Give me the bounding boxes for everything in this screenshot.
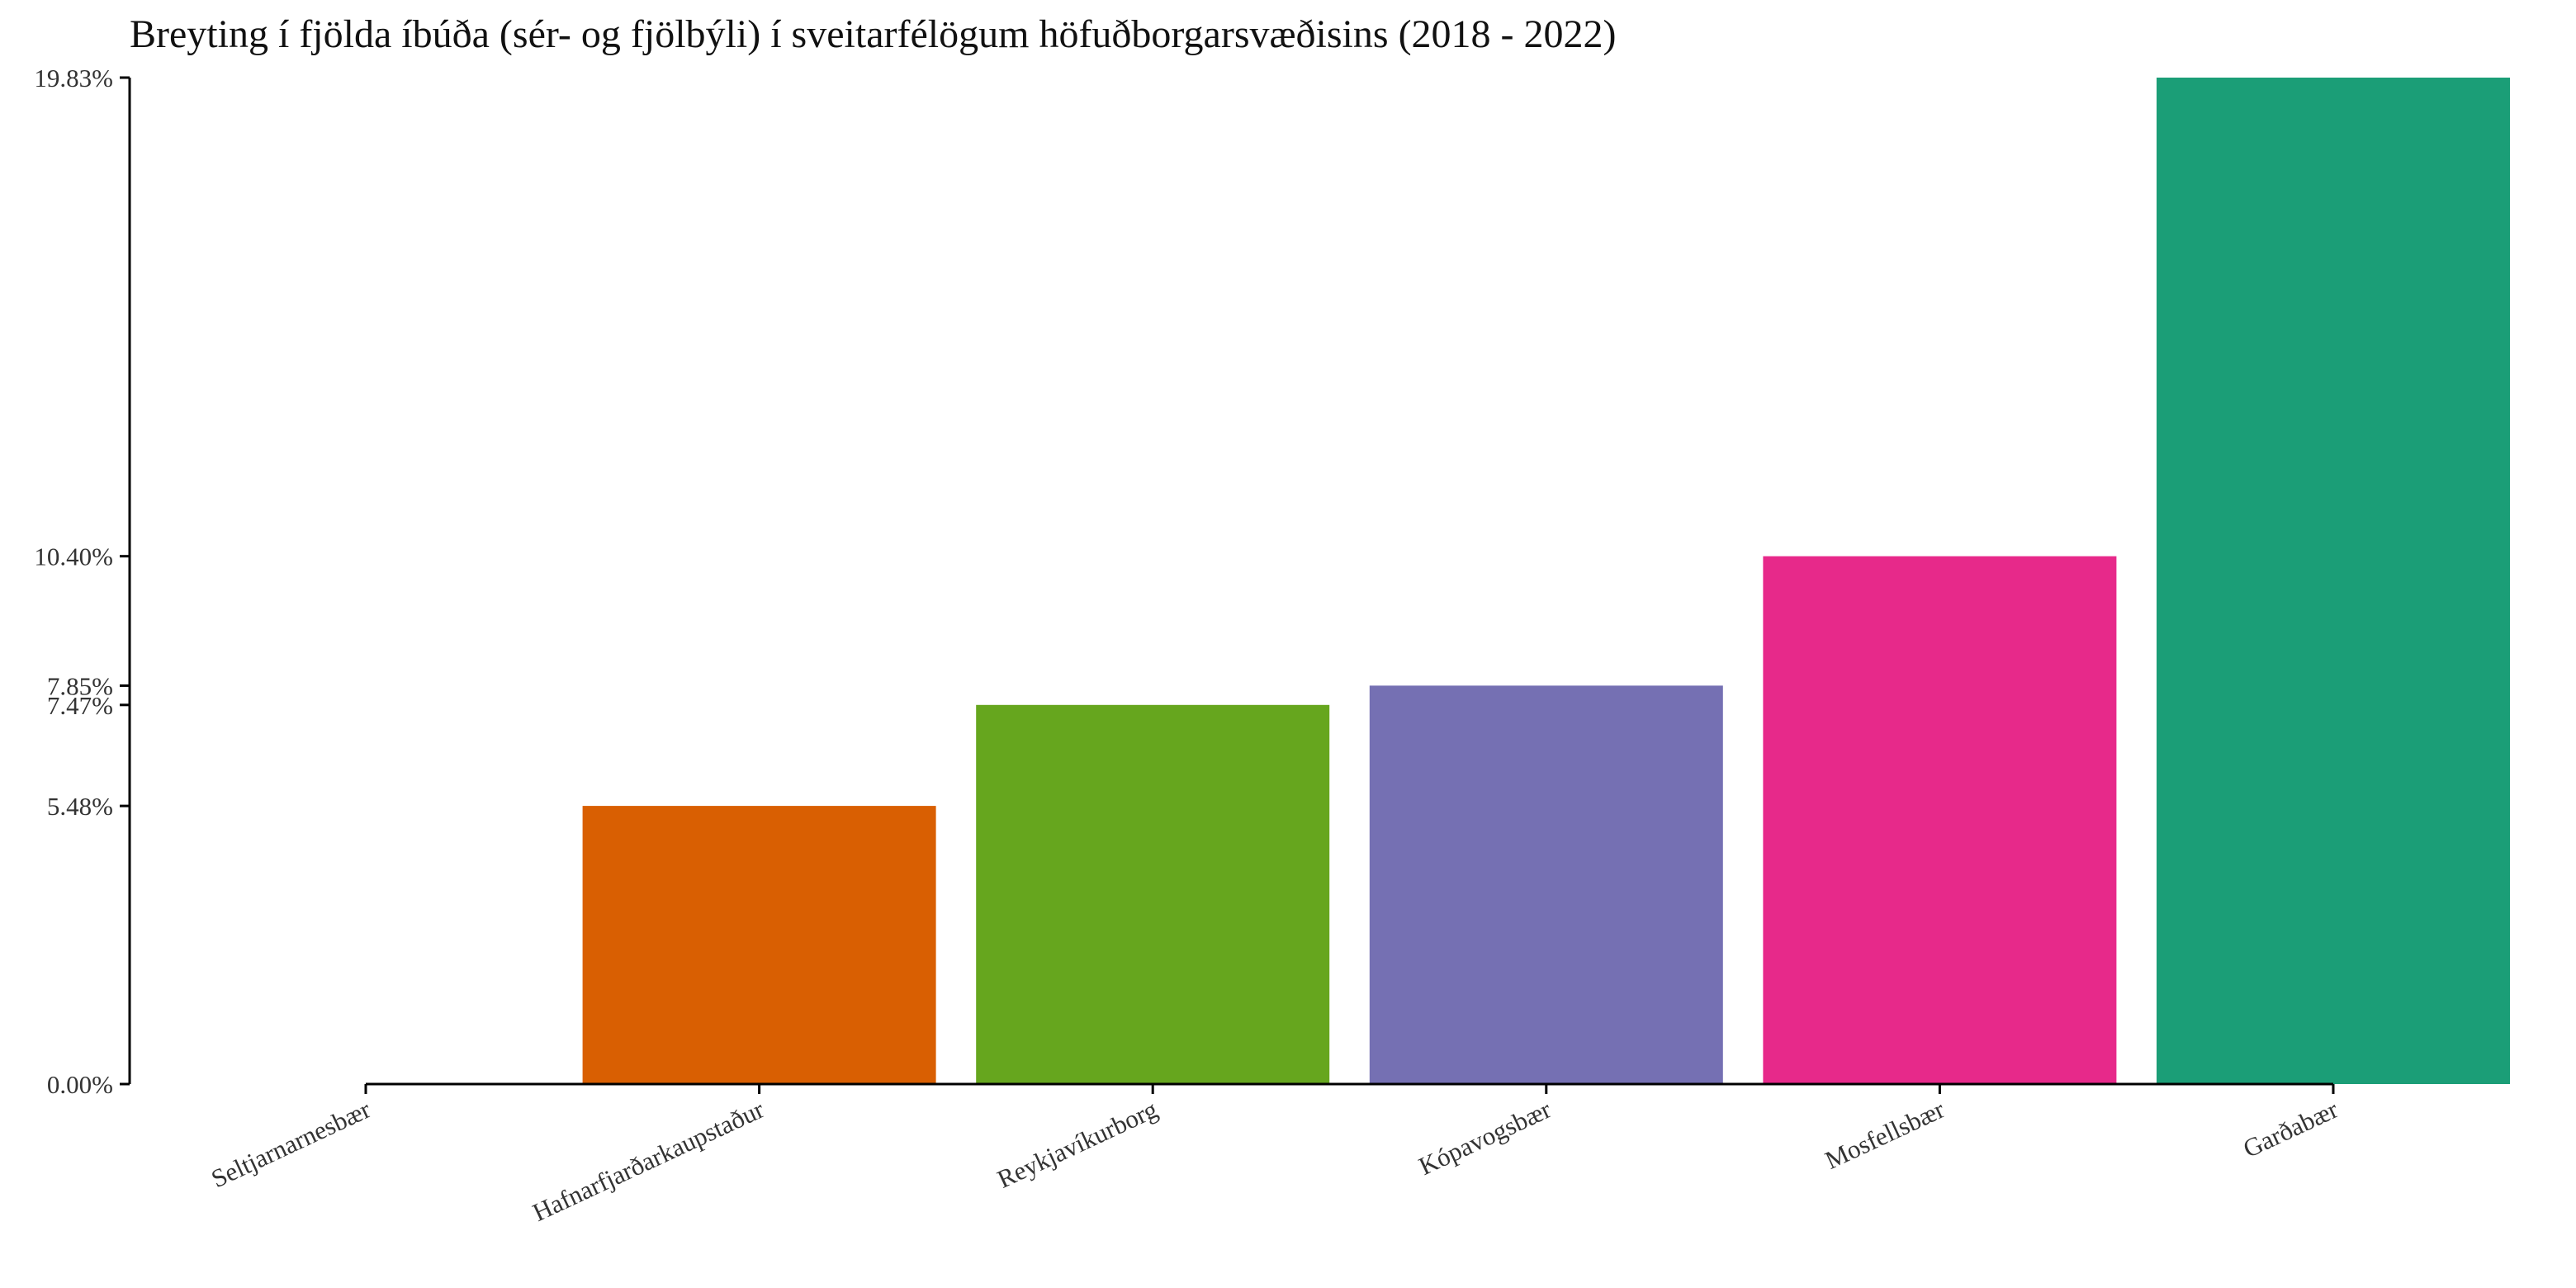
y-tick-label: 0.00% xyxy=(47,1070,113,1099)
y-tick-label: 7.85% xyxy=(47,671,113,700)
bars-group xyxy=(582,78,2510,1084)
x-tick-label: Garðabær xyxy=(2238,1094,2342,1163)
chart-title: Breyting í fjölda íbúða (sér- og fjölbýl… xyxy=(130,12,1617,56)
bar-2 xyxy=(976,704,1330,1084)
bar-3 xyxy=(1369,685,1723,1084)
x-tick-label: Mosfellsbær xyxy=(1821,1094,1949,1175)
x-tick-label: Kópavogsbær xyxy=(1414,1094,1556,1181)
x-tick-label: Reykjavíkurborg xyxy=(992,1095,1162,1194)
x-axis: Seltjarnarnesbær Hafnarfjarðarkaupstaður R… xyxy=(206,1082,2343,1227)
y-tick-label: 19.83% xyxy=(34,64,113,92)
y-tick-label: 10.40% xyxy=(34,542,113,571)
bar-1 xyxy=(582,806,936,1084)
x-tick-label: Seltjarnarnesbær xyxy=(206,1094,375,1193)
y-axis: 0.00% 5.48% 7.47%7.85% 10.40% 19.83% xyxy=(34,64,131,1099)
y-tick-label: 7.47% xyxy=(47,691,113,720)
x-tick-label: Hafnarfjarðarkaupstaður xyxy=(528,1094,769,1227)
y-tick-label: 5.48% xyxy=(47,792,113,821)
bar-4 xyxy=(1763,556,2117,1084)
bar-5 xyxy=(2157,78,2510,1084)
